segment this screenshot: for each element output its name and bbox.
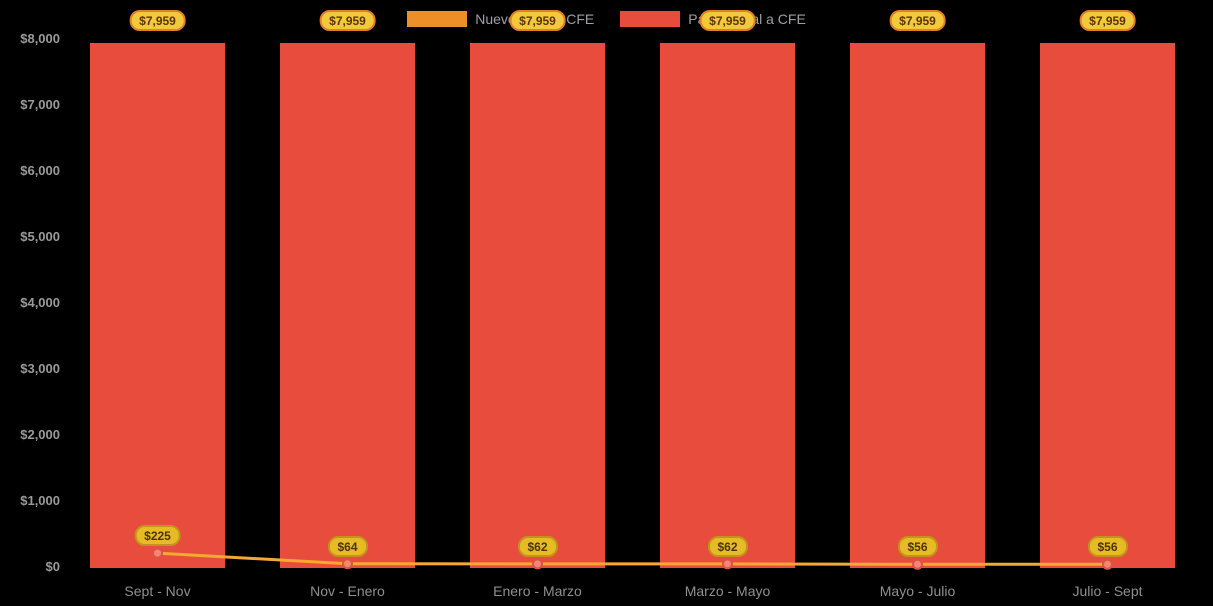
bar-pago-actual[interactable] (280, 42, 415, 568)
line-value-badge: $64 (327, 535, 368, 557)
legend-item-nuevo-pago[interactable]: Nuevo pago a CFE (407, 11, 594, 27)
x-axis-category-label: Mayo - Julio (879, 583, 956, 599)
bar-value-badge: $7,959 (889, 10, 946, 31)
y-axis-tick-label: $0 (45, 559, 60, 574)
x-axis-category-label: Enero - Marzo (493, 583, 582, 599)
bar-value-badge: $7,959 (509, 10, 566, 31)
x-axis-category-label: Sept - Nov (124, 583, 191, 599)
bar-pago-actual[interactable] (850, 42, 985, 568)
bar-pago-actual[interactable] (1040, 42, 1175, 568)
bar-value-badge: $7,959 (1079, 10, 1136, 31)
line-value-badge: $225 (134, 525, 181, 547)
x-axis-category-label: Nov - Enero (310, 583, 385, 599)
legend-swatch-nuevo-pago-icon (407, 11, 468, 27)
y-axis-tick-label: $6,000 (20, 163, 60, 178)
x-axis-category-label: Marzo - Mayo (684, 583, 771, 599)
line-value-badge: $62 (707, 535, 748, 557)
bar-value-badge: $7,959 (129, 10, 186, 31)
x-axis-category-label: Julio - Sept (1072, 583, 1143, 599)
bar-pago-actual[interactable] (90, 42, 225, 568)
bar-value-badge: $7,959 (319, 10, 376, 31)
y-axis-tick-label: $1,000 (20, 493, 60, 508)
nuevo-pago-line-point[interactable] (1102, 558, 1113, 570)
nuevo-pago-line-point[interactable] (342, 558, 353, 570)
bar-pago-actual[interactable] (470, 42, 605, 568)
nuevo-pago-line-point[interactable] (532, 558, 543, 570)
nuevo-pago-line (157, 551, 1108, 566)
y-axis-tick-label: $8,000 (20, 31, 60, 46)
nuevo-pago-line-point[interactable] (722, 558, 733, 570)
y-axis-tick-label: $2,000 (20, 427, 60, 442)
nuevo-pago-line-point[interactable] (152, 547, 163, 559)
y-axis-tick-label: $3,000 (20, 361, 60, 376)
legend-swatch-pago-actual-icon (620, 11, 681, 27)
line-value-badge: $56 (1087, 536, 1128, 558)
line-value-badge: $56 (897, 536, 938, 558)
nuevo-pago-line-point[interactable] (912, 558, 923, 570)
y-axis-tick-label: $5,000 (20, 229, 60, 244)
y-axis-tick-label: $4,000 (20, 295, 60, 310)
bar-value-badge: $7,959 (699, 10, 756, 31)
y-axis-tick-label: $7,000 (20, 97, 60, 112)
line-value-badge: $62 (517, 535, 558, 557)
bar-pago-actual[interactable] (660, 42, 795, 568)
